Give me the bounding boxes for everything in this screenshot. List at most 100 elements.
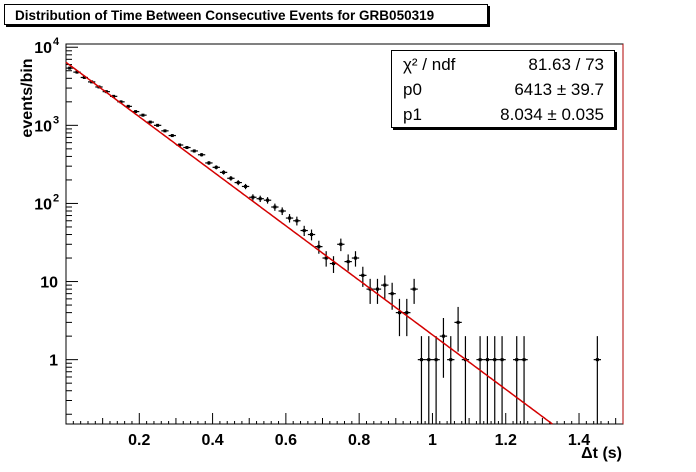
data-point-bar xyxy=(310,233,314,237)
data-point xyxy=(337,238,345,252)
fit-stats-box: χ² / ndf 81.63 / 73 p0 6413 ± 39.7 p1 8.… xyxy=(391,50,615,128)
y-tick-label: 10 xyxy=(34,40,52,57)
data-point xyxy=(293,216,301,226)
data-point-bar xyxy=(258,197,262,201)
y-tick-exponent: 3 xyxy=(53,114,59,126)
y-tick-label: 10 xyxy=(40,275,58,292)
data-point-bar xyxy=(405,311,409,315)
x-axis-label: Δt (s) xyxy=(581,445,622,462)
stats-row-p0: p0 6413 ± 39.7 xyxy=(392,77,614,102)
data-point-bar xyxy=(295,219,299,223)
data-point-bar xyxy=(119,100,123,104)
y-tick-label: 1 xyxy=(49,353,58,370)
data-point xyxy=(161,129,169,133)
data-point-bar xyxy=(126,104,130,108)
stats-row-chi2: χ² / ndf 81.63 / 73 xyxy=(392,52,614,77)
data-point xyxy=(197,153,206,157)
data-point-bar xyxy=(288,216,292,220)
data-point-bar xyxy=(192,149,196,153)
data-point xyxy=(344,254,352,271)
data-point xyxy=(300,225,308,237)
x-tick-label: 0.6 xyxy=(275,432,297,449)
data-point xyxy=(263,197,272,204)
data-point xyxy=(351,251,360,267)
data-point-bar xyxy=(434,358,438,362)
data-point-bar xyxy=(449,358,453,362)
data-point xyxy=(66,66,74,70)
data-point-bar xyxy=(375,287,379,291)
data-point-bar xyxy=(485,358,489,362)
stats-value: 8.034 ± 0.035 xyxy=(500,105,604,124)
data-point-bar xyxy=(251,195,255,199)
data-point-bar xyxy=(170,134,174,138)
data-point xyxy=(593,336,602,424)
data-point xyxy=(153,123,162,127)
data-point xyxy=(498,336,506,424)
data-point xyxy=(432,336,440,424)
data-point-bar xyxy=(515,358,519,362)
data-point xyxy=(271,203,279,211)
data-point-bar xyxy=(229,176,233,180)
data-point-bar xyxy=(273,205,277,209)
data-point xyxy=(454,306,462,352)
data-point-bar xyxy=(185,146,189,150)
x-tick-label: 1 xyxy=(428,432,437,449)
x-tick-label: 0.4 xyxy=(201,432,223,449)
data-point xyxy=(315,240,323,254)
y-tick-exponent: 2 xyxy=(53,192,59,204)
data-point-bar xyxy=(112,94,116,98)
data-point-bar xyxy=(317,245,321,249)
data-point-bar xyxy=(163,129,167,133)
x-tick-label: 1.2 xyxy=(495,432,517,449)
data-point-bar xyxy=(156,123,160,127)
data-point xyxy=(483,336,492,424)
data-point-bar xyxy=(200,153,204,157)
data-point-bar xyxy=(346,260,350,264)
data-point-bar xyxy=(280,209,284,213)
data-point-bar xyxy=(236,181,240,185)
data-point-bar xyxy=(383,283,387,287)
data-point-bar xyxy=(595,358,599,362)
data-point xyxy=(278,207,286,216)
data-point-bar xyxy=(75,70,79,74)
data-point-bar xyxy=(148,120,152,124)
data-point xyxy=(447,336,455,424)
data-point-bar xyxy=(397,311,401,315)
data-point-bar xyxy=(134,110,138,114)
fit-line xyxy=(65,61,553,425)
data-point xyxy=(381,275,389,299)
data-point xyxy=(476,336,484,424)
x-tick-label: 0.2 xyxy=(128,432,150,449)
data-point xyxy=(520,336,528,424)
data-point xyxy=(285,214,294,223)
x-tick-label: 1.4 xyxy=(568,432,590,449)
y-tick-label: 10 xyxy=(34,118,52,135)
data-point xyxy=(219,170,228,175)
data-point-bar xyxy=(419,358,423,362)
data-point-bar xyxy=(390,292,394,296)
y-tick-label: 10 xyxy=(34,196,52,213)
data-point xyxy=(403,298,411,337)
data-point xyxy=(410,278,418,304)
data-point xyxy=(139,113,147,117)
data-point-bar xyxy=(339,242,343,246)
data-point-bar xyxy=(493,358,497,362)
data-point xyxy=(417,336,426,424)
stats-label: p0 xyxy=(403,80,422,99)
data-point xyxy=(373,278,382,304)
data-point xyxy=(205,161,213,165)
data-point-bar xyxy=(244,184,248,188)
data-point-bar xyxy=(266,198,270,202)
data-point-bar xyxy=(332,262,336,266)
data-point-bar xyxy=(178,143,182,147)
data-point-bar xyxy=(222,170,226,174)
data-point xyxy=(190,149,198,153)
y-axis-label: events/bin xyxy=(19,58,36,138)
data-point xyxy=(234,180,242,186)
stats-value: 6413 ± 39.7 xyxy=(514,80,604,99)
data-point-bar xyxy=(324,256,328,260)
data-point-bar xyxy=(456,320,460,324)
data-point-bar xyxy=(478,358,482,362)
data-point xyxy=(241,183,250,190)
